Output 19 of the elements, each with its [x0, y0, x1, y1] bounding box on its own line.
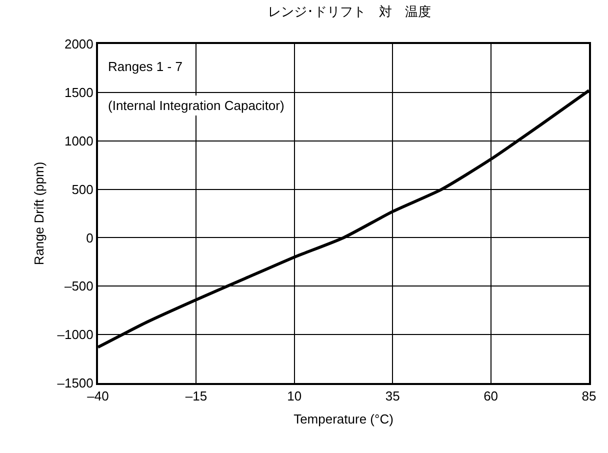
annotation: Ranges 1 - 7	[108, 59, 182, 74]
y-tick-label: 1500	[64, 84, 94, 100]
y-tick-label: –1000	[57, 327, 94, 342]
y-tick-label: 2000	[64, 36, 94, 52]
y-axis-title: Range Drift (ppm)	[32, 162, 47, 266]
x-tick-label: –40	[87, 388, 109, 404]
x-tick-label: –15	[185, 388, 208, 404]
y-tick-label: 0	[86, 230, 94, 246]
x-tick-label: 35	[385, 388, 400, 404]
annotation: (Internal Integration Capacitor)	[108, 98, 284, 113]
y-tick-label: –1500	[57, 376, 94, 391]
x-axis-title: Temperature (°C)	[294, 412, 394, 427]
chart-title: レンジ･ドリフト 対 温度	[268, 4, 432, 20]
y-tick-label: 500	[72, 182, 94, 197]
x-tick-label: 10	[287, 388, 302, 404]
x-tick-label: 85	[582, 388, 596, 404]
y-tick-label: –500	[64, 278, 94, 294]
y-tick-label: 1000	[64, 133, 94, 148]
x-tick-label: 60	[484, 388, 498, 404]
